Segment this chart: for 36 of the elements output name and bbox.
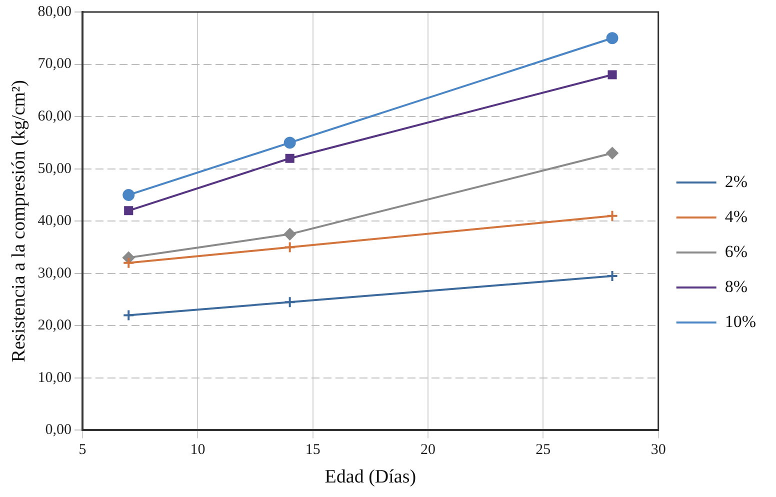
y-tick-label: 20,00 xyxy=(38,318,72,334)
point xyxy=(122,309,135,322)
x-tick-label: 10 xyxy=(190,442,206,458)
y-tick-label: 40,00 xyxy=(38,213,72,230)
x-tick-label: 20 xyxy=(420,442,436,458)
y-tick-label: 30,00 xyxy=(38,265,72,282)
point xyxy=(284,228,296,240)
y-tick-label: 10,00 xyxy=(38,370,72,386)
legend-label: 4% xyxy=(724,206,748,226)
point xyxy=(285,154,294,163)
point xyxy=(284,136,296,149)
legend-label: 8% xyxy=(724,276,748,296)
x-tick-label: 15 xyxy=(305,442,320,458)
point xyxy=(284,296,296,308)
x-tick-label: 30 xyxy=(650,442,666,458)
point xyxy=(284,241,296,254)
y-tick-label: 80,00 xyxy=(38,4,72,20)
y-tick-label: 70,00 xyxy=(38,56,72,72)
point xyxy=(606,270,618,282)
point xyxy=(606,147,618,160)
x-axis-title: Edad (Días) xyxy=(324,466,416,488)
y-tick-label: 60,00 xyxy=(38,108,72,124)
y-tick-label: 50,00 xyxy=(38,160,72,177)
legend-label: 6% xyxy=(724,242,748,261)
point xyxy=(122,188,135,201)
x-tick-label: 5 xyxy=(78,442,86,458)
point xyxy=(606,32,618,44)
y-tick-label: 0,00 xyxy=(45,422,72,438)
x-tick-label: 25 xyxy=(536,442,551,458)
point xyxy=(606,210,618,222)
legend-label: 2% xyxy=(724,172,748,191)
point xyxy=(124,206,134,216)
point xyxy=(608,70,617,80)
point xyxy=(122,256,135,269)
y-axis-title: Resistencia a la compresión (kg/cm²) xyxy=(8,80,30,362)
legend-label: 10% xyxy=(724,312,756,331)
